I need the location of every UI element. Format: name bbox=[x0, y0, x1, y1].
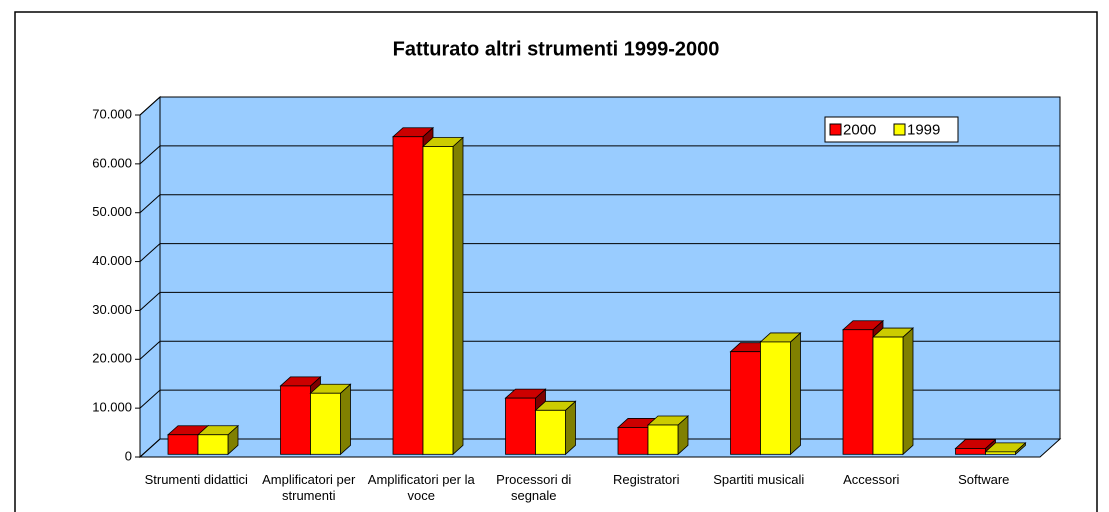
x-tick-label: Processori di segnale bbox=[496, 472, 572, 503]
y-tick-label: 0 bbox=[125, 448, 132, 463]
bar bbox=[730, 351, 761, 455]
bar bbox=[617, 427, 649, 455]
legend-swatch bbox=[893, 123, 906, 136]
bar bbox=[280, 385, 311, 455]
grid-line bbox=[139, 340, 161, 360]
legend-swatch bbox=[829, 123, 842, 136]
bar-side bbox=[902, 327, 914, 456]
x-tick-label: Amplificatori per strumenti bbox=[262, 472, 356, 503]
grid-line bbox=[139, 438, 161, 458]
grid-line bbox=[139, 389, 161, 409]
grid-line bbox=[139, 96, 161, 116]
x-tick-label: Software bbox=[958, 472, 1010, 487]
bar bbox=[842, 329, 874, 455]
x-tick-label: Registratori bbox=[613, 472, 680, 487]
bar bbox=[647, 424, 679, 455]
bar-side bbox=[790, 332, 801, 456]
chart-title: Fatturato altri strumenti 1999-2000 bbox=[393, 38, 720, 60]
bar bbox=[167, 434, 199, 455]
grid-line bbox=[139, 292, 161, 311]
bar bbox=[955, 448, 986, 455]
bar bbox=[872, 336, 904, 455]
bar bbox=[535, 409, 566, 455]
bar bbox=[197, 434, 229, 455]
y-tick-label: 20.000 bbox=[92, 351, 132, 366]
y-tick-label: 30.000 bbox=[92, 302, 132, 317]
side-wall bbox=[139, 95, 161, 459]
y-tick-label: 70.000 bbox=[92, 106, 132, 121]
legend-box bbox=[824, 116, 959, 143]
x-tick-label: Strumenti didattici bbox=[144, 472, 248, 487]
x-tick-label: Amplificatori per la voce bbox=[367, 472, 475, 503]
bar bbox=[505, 397, 536, 455]
grid-line bbox=[139, 145, 161, 165]
y-tick-label: 10.000 bbox=[92, 400, 132, 415]
legend-label: 2000 bbox=[843, 121, 876, 138]
floor bbox=[138, 438, 1062, 458]
grid-line bbox=[139, 243, 161, 262]
bar-side bbox=[340, 383, 351, 456]
bar bbox=[985, 451, 1016, 455]
bar bbox=[760, 341, 791, 455]
x-tick-label: Spartiti musicali bbox=[713, 472, 805, 487]
bar bbox=[392, 136, 424, 455]
bar bbox=[422, 146, 454, 455]
bar-side bbox=[452, 136, 464, 456]
bar bbox=[310, 392, 341, 455]
legend-label: 1999 bbox=[907, 121, 940, 138]
x-tick-label: Accessori bbox=[843, 472, 900, 487]
grid-line bbox=[139, 194, 161, 214]
y-tick-label: 60.000 bbox=[92, 155, 132, 170]
y-tick-label: 40.000 bbox=[92, 253, 132, 268]
y-tick-label: 50.000 bbox=[92, 204, 132, 219]
